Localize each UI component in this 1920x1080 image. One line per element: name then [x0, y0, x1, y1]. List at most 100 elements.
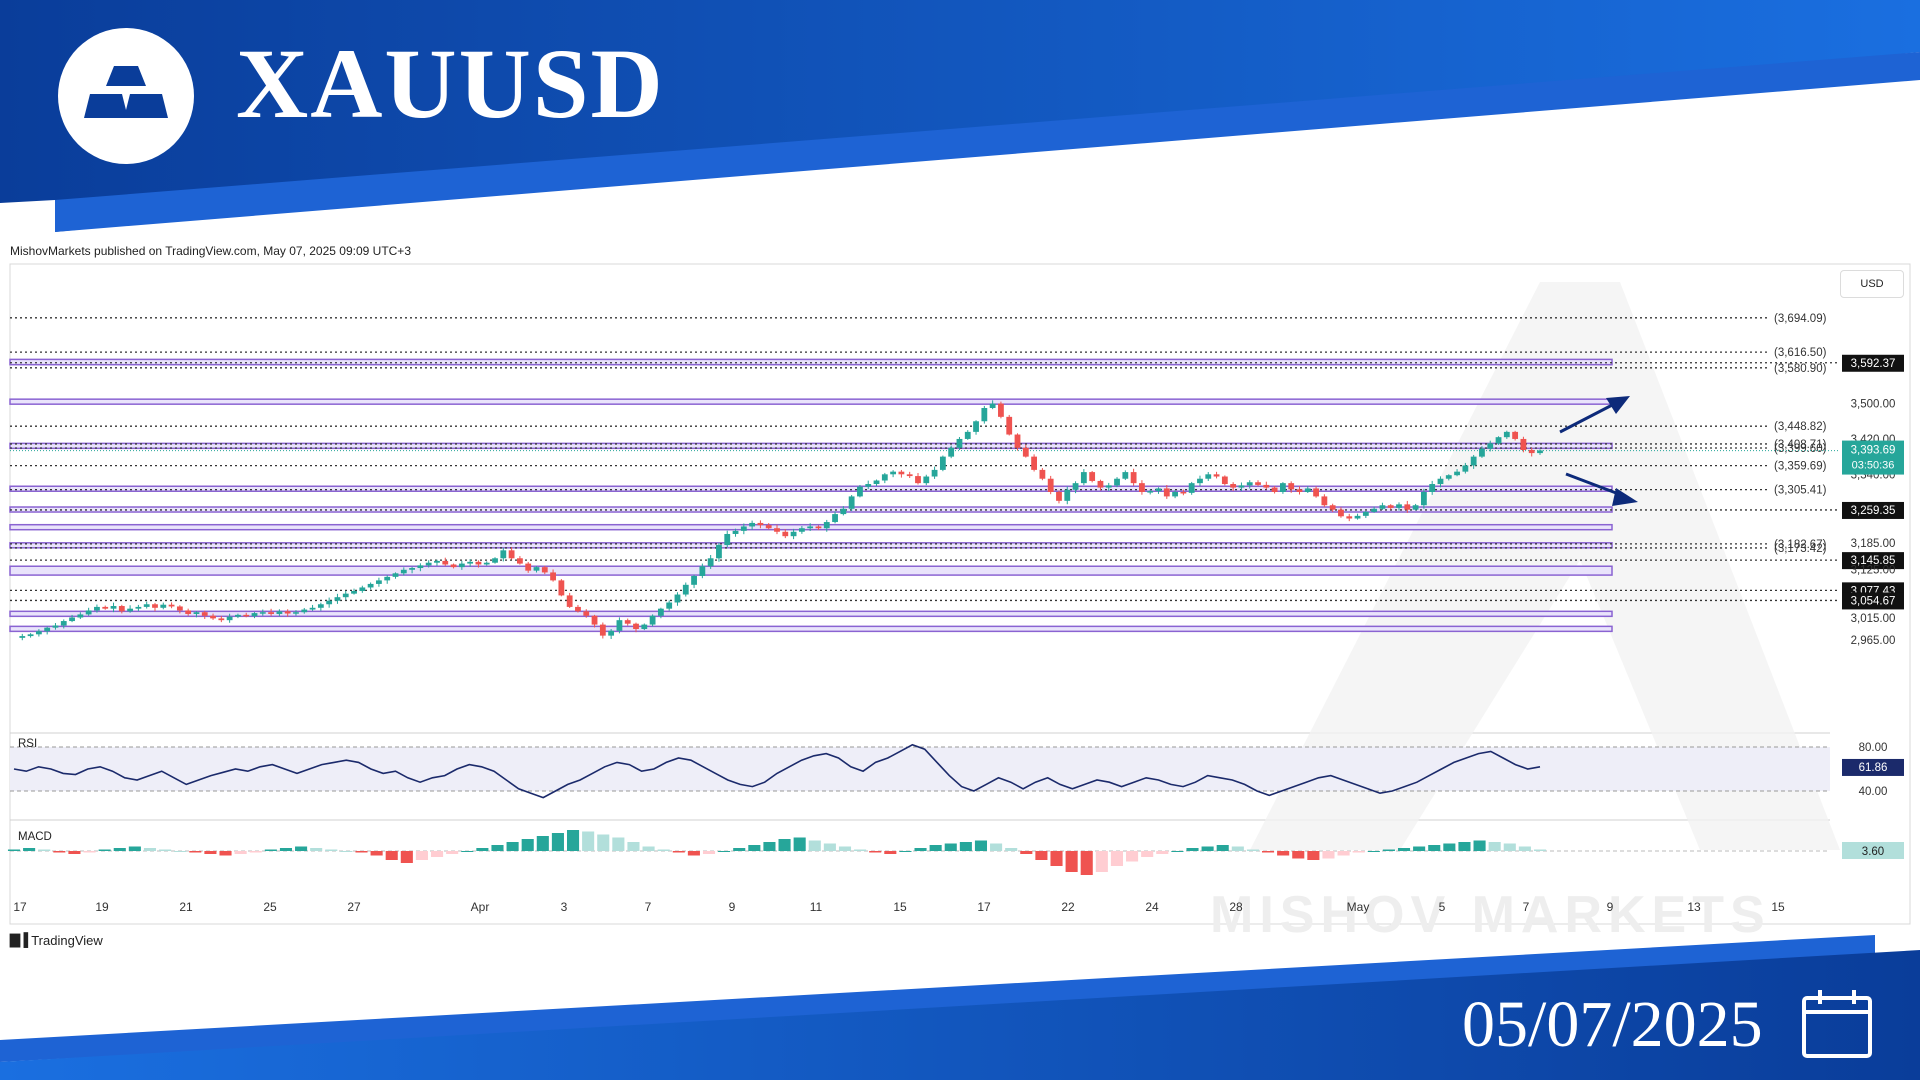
candle-body [27, 634, 34, 637]
macd-bar [249, 851, 262, 853]
macd-bar [1443, 843, 1456, 851]
rsi-tick-label: 80.00 [1859, 742, 1888, 754]
candle-body [566, 595, 573, 607]
candle-body [259, 612, 266, 614]
macd-bar [990, 843, 1003, 851]
candle-body [392, 573, 399, 577]
macd-bar [929, 845, 942, 851]
macd-bar [219, 851, 232, 856]
x-tick-label: 7 [645, 900, 652, 914]
candle-body [1246, 482, 1253, 486]
macd-bar [174, 851, 187, 852]
x-tick-label: 15 [893, 900, 907, 914]
price-tag-bg [1842, 552, 1904, 570]
level-label: (3,694.09) [1774, 313, 1827, 325]
candle-body [176, 606, 183, 611]
candle-body [434, 560, 440, 563]
macd-bar [53, 851, 66, 853]
candle-body [782, 531, 789, 537]
macd-bar [1020, 851, 1033, 854]
candle-body [276, 611, 283, 614]
candle-body [1197, 478, 1203, 484]
candle-body [1188, 483, 1195, 493]
macd-bar [823, 843, 836, 851]
candle-body [1313, 488, 1319, 497]
candle-body [550, 572, 556, 581]
x-tick-label: 21 [179, 900, 193, 914]
macd-bar [325, 849, 338, 851]
candle-body [798, 528, 805, 532]
level-label: (3,616.50) [1774, 347, 1827, 359]
brand-logo [58, 28, 194, 164]
candle-body [317, 604, 324, 608]
candle-body [483, 562, 490, 565]
candle-body [840, 508, 847, 515]
candle-body [981, 408, 988, 422]
candle-body [931, 469, 938, 477]
macd-bar [914, 848, 927, 851]
candle-body [235, 614, 241, 617]
macd-bar [627, 842, 640, 851]
candle-body [1321, 496, 1328, 506]
candle-body [616, 620, 623, 631]
macd-bar [143, 848, 157, 851]
macd-bar [869, 851, 882, 853]
candle-body [1097, 480, 1104, 488]
candle-body [525, 563, 532, 571]
rsi-line [13, 743, 1541, 799]
macd-bar [1503, 843, 1516, 851]
support-resistance-zone [9, 398, 1613, 405]
candle-body [956, 438, 963, 448]
candle-body [450, 564, 457, 568]
bearish-arrow-head [1612, 488, 1638, 506]
candle-body [1537, 450, 1543, 454]
candle-body [1279, 483, 1286, 492]
candle-body [1420, 491, 1427, 506]
candle-body [210, 615, 216, 619]
macd-bar [476, 848, 489, 851]
candle-body [1155, 488, 1162, 492]
macd-bar [1141, 851, 1154, 857]
candle-body [19, 636, 26, 638]
candle-body [1329, 505, 1336, 510]
macd-bar [521, 839, 534, 851]
macd-bar [1367, 851, 1380, 852]
bearish-arrow [1565, 472, 1625, 498]
support-resistance-zone [9, 625, 1613, 633]
macd-bar [355, 851, 368, 853]
macd-bar [1382, 849, 1395, 851]
rsi-value-label: 61.86 [1859, 762, 1888, 774]
currency-button[interactable]: USD [1840, 270, 1904, 298]
macd-bar [98, 849, 111, 851]
candle-body [923, 476, 930, 484]
macd-bar [68, 851, 81, 854]
macd-bar [763, 842, 776, 851]
candle-body [69, 617, 75, 622]
price-tag-bg [1842, 501, 1904, 519]
level-label: (3,448.82) [1774, 421, 1827, 433]
candle-body [757, 522, 764, 526]
candle-body [1039, 469, 1046, 479]
macd-bar [1231, 846, 1244, 851]
candle-body [1338, 509, 1344, 517]
price-tag-bg [1842, 592, 1904, 610]
candle-body [1462, 465, 1469, 472]
rsi-title: RSI [18, 738, 37, 750]
macd-bar [838, 846, 852, 851]
macd-value-tag-bg [1842, 842, 1904, 859]
candle-body [1470, 456, 1477, 466]
macd-bar [733, 848, 746, 851]
candle-body [915, 476, 921, 484]
x-tick-label: 13 [1687, 900, 1701, 914]
candle-body [774, 528, 780, 532]
macd-bar [748, 845, 761, 851]
x-tick-label: 17 [977, 900, 991, 914]
candle-body [865, 484, 872, 487]
candle-body [1114, 478, 1120, 486]
macd-bar [1065, 851, 1078, 872]
macd-bar [1035, 851, 1048, 860]
candle-body [1404, 504, 1411, 510]
chart-frame [9, 263, 1911, 925]
candle-body [1238, 485, 1245, 488]
y-tick-label: 3,125.00 [1851, 564, 1896, 576]
